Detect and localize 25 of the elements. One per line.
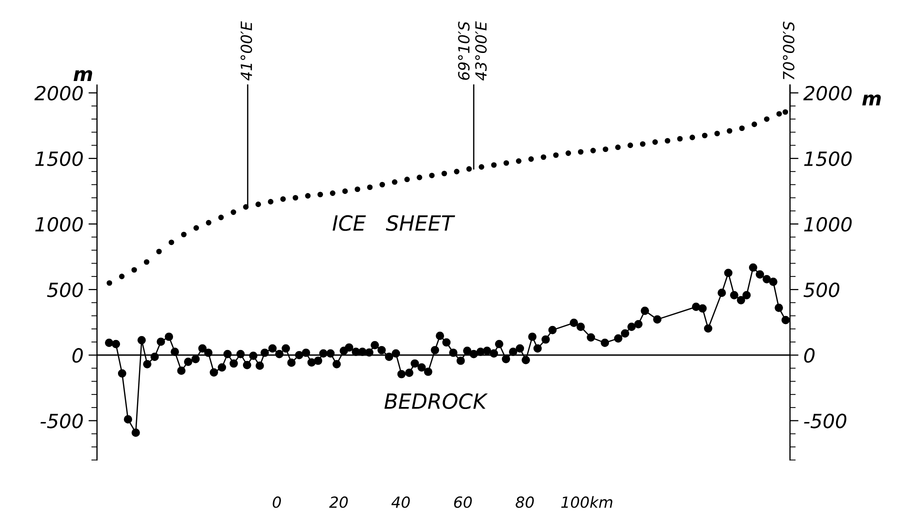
y-tick-label: 1500 [35, 151, 83, 166]
annotation: 70°00′S [782, 22, 794, 80]
y-tick-label: 2000 [34, 86, 83, 101]
y2-tick-label: 1000 [804, 216, 852, 232]
x-tick-label: 100km [561, 496, 612, 508]
y2-tick-label: 1500 [804, 151, 852, 166]
y-axis-title: m [74, 70, 92, 81]
annotation: 41°00′E [240, 21, 252, 81]
x-tick-label: 60 [454, 496, 472, 508]
annotation: BEDROCK [384, 393, 488, 410]
annotation: 69°10′S 43°00′E [458, 21, 487, 81]
y2-tick-label: 500 [804, 282, 840, 298]
y-tick-label: 500 [47, 282, 83, 298]
y2-tick-label: -500 [804, 414, 846, 428]
x-tick-label: 80 [516, 496, 534, 508]
y2-axis-title: m [862, 94, 881, 106]
x-tick-label: 0 [272, 496, 281, 508]
y-tick-label: 1000 [35, 216, 83, 232]
annotation: ICE SHEET [332, 215, 456, 231]
x-tick-label: 40 [391, 496, 410, 508]
x-tick-label: 20 [329, 496, 348, 508]
y2-tick-label: 2000 [803, 86, 852, 101]
y2-tick-label: 0 [804, 348, 815, 363]
y-tick-label: 0 [72, 348, 83, 363]
y-tick-label: -500 [40, 414, 83, 428]
